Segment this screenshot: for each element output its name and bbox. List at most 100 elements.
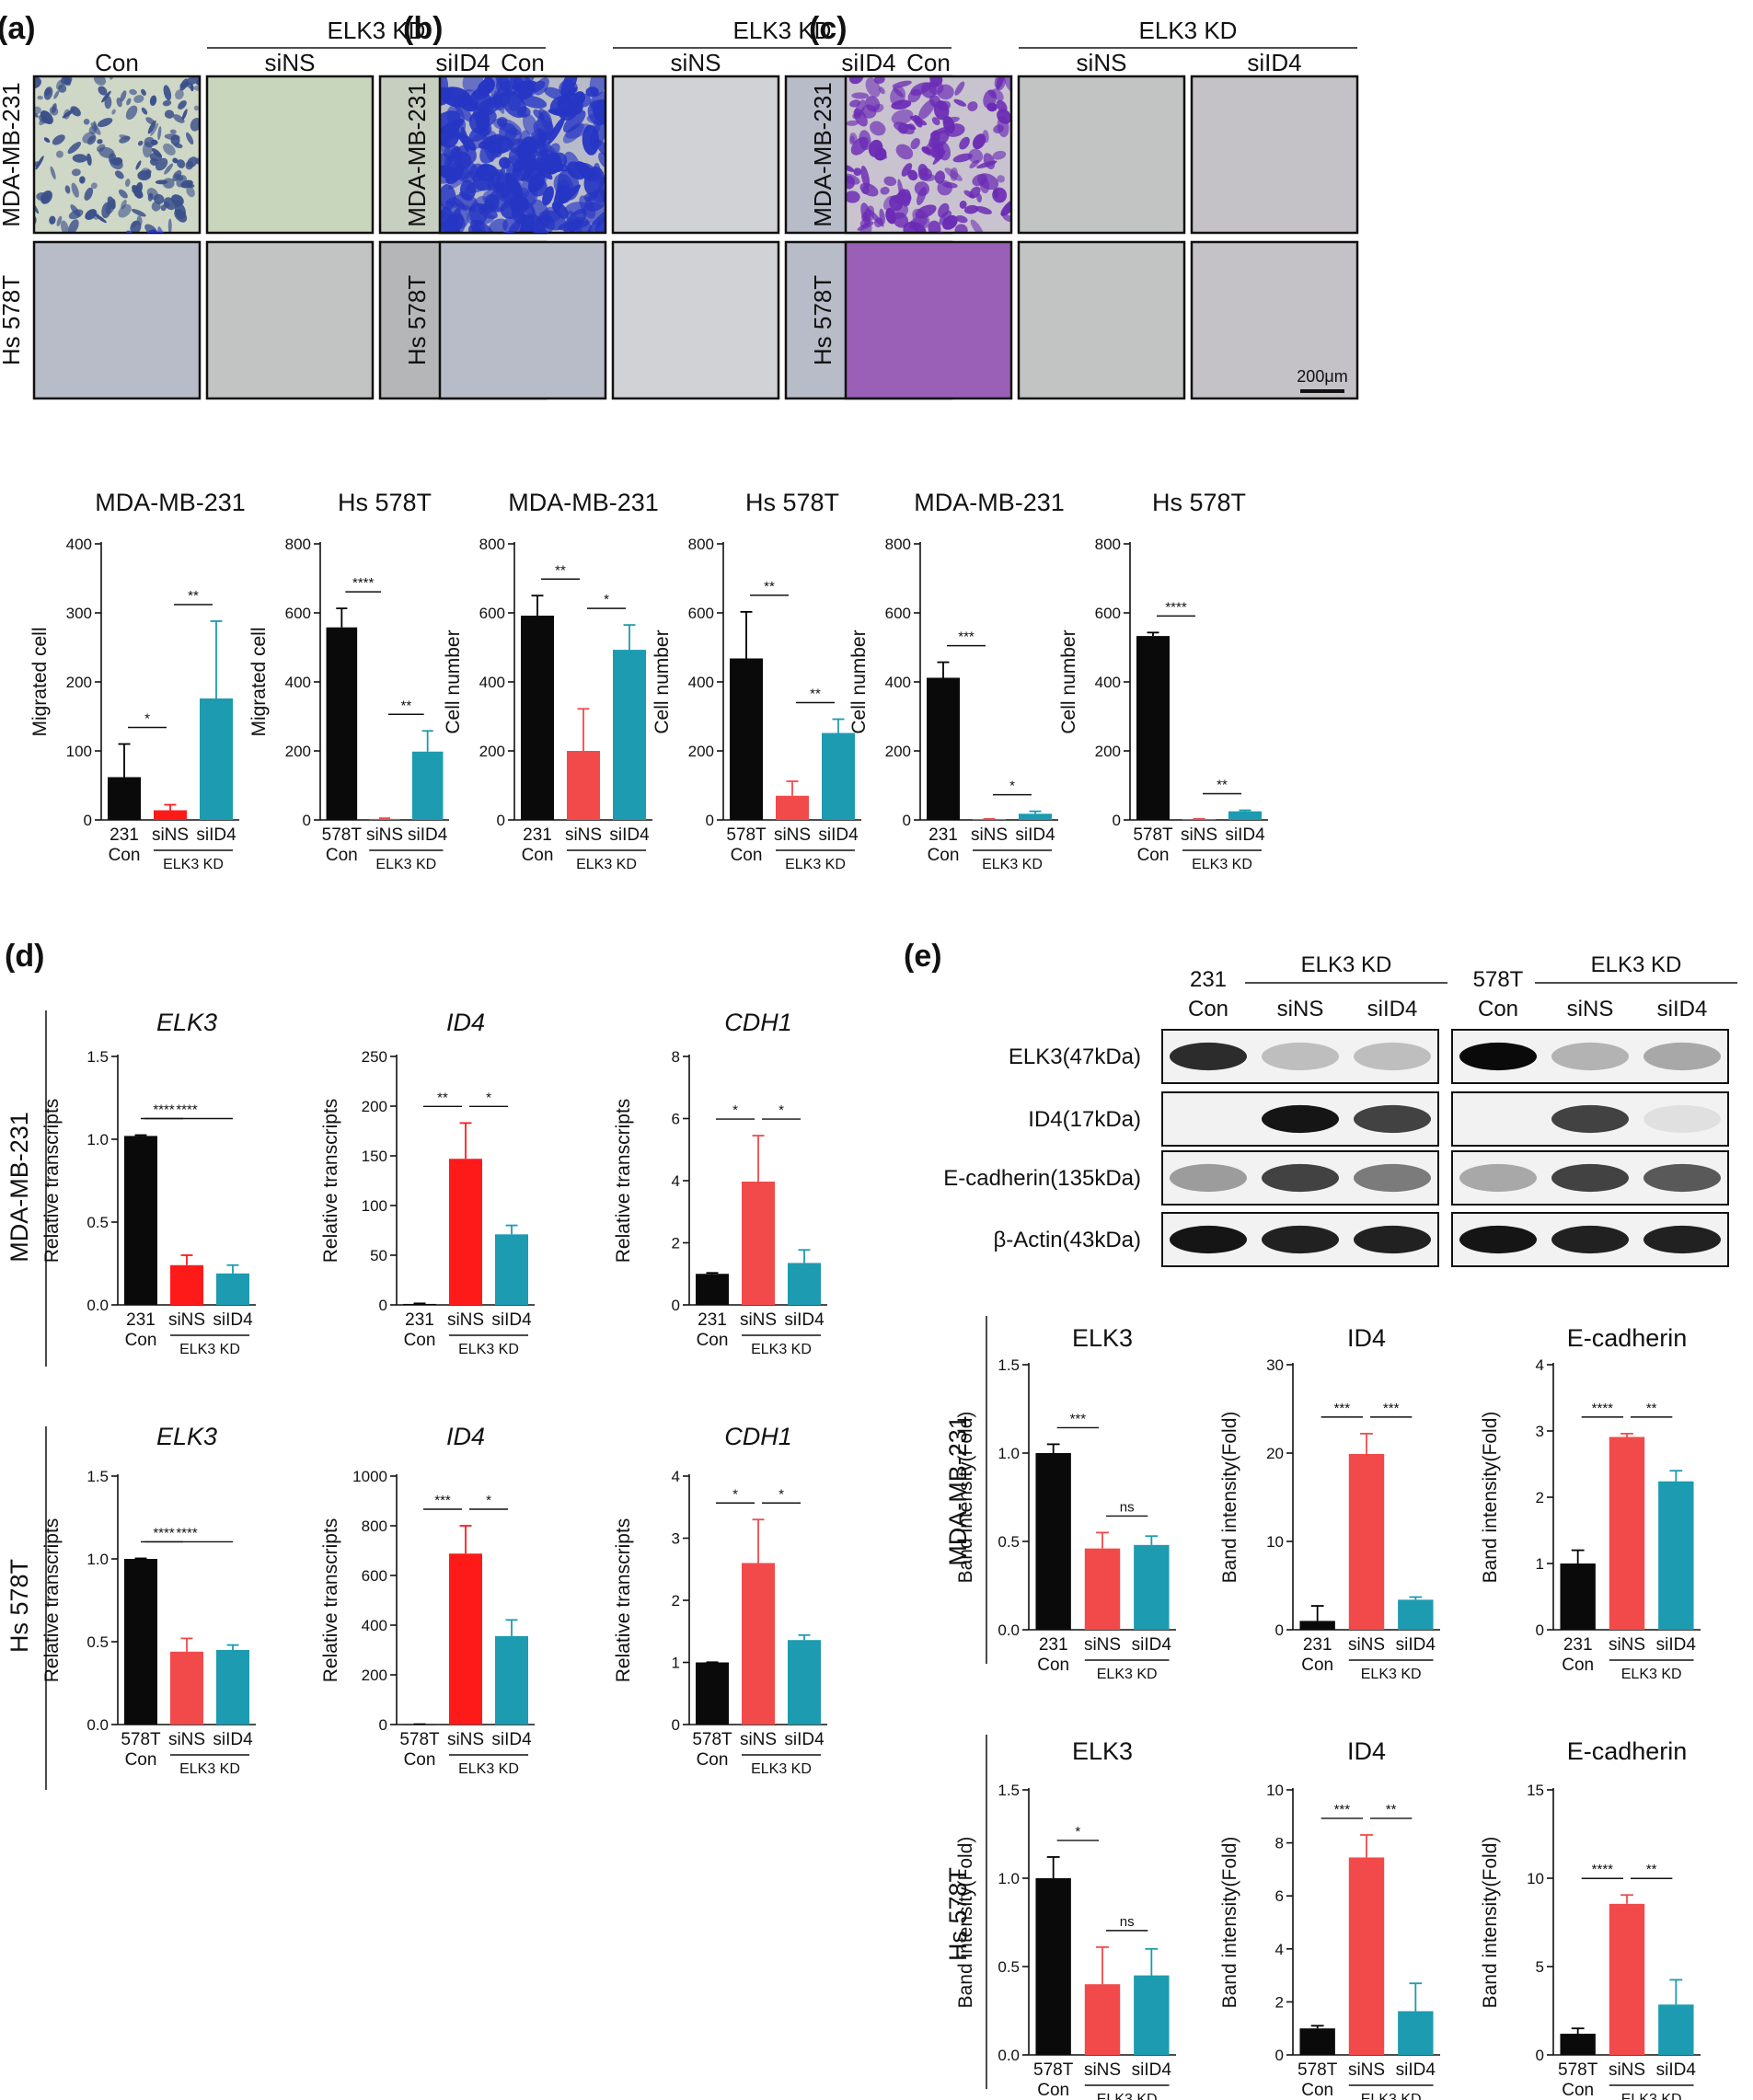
cell-blob <box>133 95 144 103</box>
cell-blob <box>52 134 65 145</box>
panel-a-image-border <box>205 240 375 400</box>
x-tick-label: 578T <box>322 825 363 845</box>
y-tick-label: 250 <box>362 1048 387 1066</box>
significance-label: ** <box>764 579 775 594</box>
cell-blob <box>955 214 968 224</box>
bar <box>696 1274 729 1305</box>
panel-a-row-label: MDA-MB-231 <box>0 82 25 226</box>
cell-blob <box>181 109 188 121</box>
y-tick-label: 8 <box>1275 1835 1284 1852</box>
chart-e-hs-elk3: ELK3 0.0 0.5 1.0 1.5 Band intensity(Fold) 578T… <box>955 1737 1176 2100</box>
cell-blob <box>1003 76 1011 94</box>
panel-a-image-border <box>32 240 202 400</box>
cell-blob <box>905 123 917 131</box>
cell-blob <box>580 162 599 179</box>
significance-label: **** <box>153 1525 175 1540</box>
cell-blob <box>172 114 185 123</box>
bar <box>124 1559 157 1725</box>
cell-blob <box>448 207 461 233</box>
significance-label: * <box>604 592 609 607</box>
cell-blob <box>126 98 132 106</box>
blot-band <box>1551 1042 1629 1071</box>
y-tick-label: 1000 <box>352 1468 387 1485</box>
chart-e-mda-ecad: E-cadherin 0 1 2 3 4 Band intensity(Fold) 231Co… <box>1480 1324 1701 1682</box>
bar <box>1398 1599 1434 1630</box>
x-tick-label: siNS <box>1084 2060 1121 2080</box>
x-tick-label: siID4 <box>491 1310 532 1330</box>
y-tick-label: 3 <box>672 1530 680 1548</box>
blot-lane-label: 578T <box>1473 967 1524 992</box>
cell-blob <box>455 144 477 166</box>
cell-blob <box>890 86 906 107</box>
cell-blob <box>551 201 569 219</box>
cell-blob <box>892 80 912 88</box>
bar <box>1398 2011 1434 2055</box>
y-tick-label: 6 <box>1275 1887 1284 1905</box>
cell-blob <box>157 126 162 141</box>
y-axis-label: Relative transcripts <box>613 1518 634 1683</box>
bar <box>369 818 400 820</box>
cell-blob <box>140 167 151 179</box>
blot-band <box>1643 1104 1721 1134</box>
chart-title: E-cadherin <box>1567 1324 1688 1352</box>
significance-label: ** <box>437 1090 448 1105</box>
x-tick-label: Con <box>404 1750 436 1770</box>
cell-blob <box>173 200 181 208</box>
x-tick-label: Con <box>125 1331 157 1350</box>
bar <box>730 658 763 820</box>
cell-blob <box>572 216 592 233</box>
panel-c-scale-label: 200μm <box>1297 367 1347 386</box>
y-tick-label: 1.0 <box>86 1131 109 1148</box>
cell-blob <box>114 170 124 179</box>
cell-blob <box>992 150 1007 160</box>
cell-blob <box>567 161 587 180</box>
cell-blob <box>953 98 967 107</box>
y-tick-label: 0 <box>84 812 92 829</box>
x-tick-label: Con <box>125 1750 157 1770</box>
y-tick-label: 600 <box>479 605 505 622</box>
significance-label: * <box>486 1493 491 1508</box>
cell-blob <box>861 212 869 221</box>
panel-a-image-background <box>34 242 200 398</box>
x-tick-label: Con <box>1037 1656 1069 1675</box>
x-tick-label: siID4 <box>784 1310 825 1330</box>
x-tick-label: siNS <box>1084 1635 1121 1655</box>
panel-a-row-label: Hs 578T <box>0 275 25 365</box>
y-tick-label: 0 <box>672 1716 680 1734</box>
panel-c-image <box>1017 240 1186 400</box>
bar <box>1560 1563 1596 1630</box>
panel-b-kd-header: ELK3 KD <box>733 17 832 44</box>
y-tick-label: 0 <box>672 1297 680 1314</box>
cell-blob <box>997 115 1009 138</box>
cell-blob <box>853 167 862 177</box>
chart-title: ELK3 <box>1072 1737 1133 1765</box>
bar <box>788 1263 821 1305</box>
y-tick-label: 400 <box>362 1617 387 1634</box>
cell-blob <box>914 181 930 196</box>
panel-d-row-label: Hs 578T <box>6 1559 33 1653</box>
cell-blob <box>49 106 59 116</box>
cell-blob <box>991 88 1004 101</box>
y-tick-label: 0 <box>1536 2047 1544 2064</box>
panel-c-image <box>1190 240 1359 400</box>
y-axis-label: Migrated cell <box>29 627 51 736</box>
cell-blob <box>938 202 950 218</box>
cell-blob <box>996 99 1008 112</box>
cell-blob <box>944 167 963 181</box>
x-tick-label: 231 <box>698 1310 727 1330</box>
x-tick-label: siID4 <box>1132 2060 1172 2080</box>
y-tick-label: 0.0 <box>998 1621 1020 1639</box>
cell-blob <box>68 219 79 233</box>
x-tick-label: 231 <box>110 825 139 845</box>
cell-blob <box>119 135 131 144</box>
y-tick-label: 0.0 <box>998 2047 1020 2064</box>
cell-blob <box>891 109 914 125</box>
x-tick-label: 578T <box>1297 2060 1338 2080</box>
cell-blob <box>901 163 913 177</box>
cell-blob <box>129 88 137 96</box>
y-tick-label: 800 <box>479 536 505 553</box>
bar <box>216 1273 249 1305</box>
y-tick-label: 400 <box>66 536 92 553</box>
cell-blob <box>520 136 538 156</box>
cell-blob <box>149 152 162 162</box>
